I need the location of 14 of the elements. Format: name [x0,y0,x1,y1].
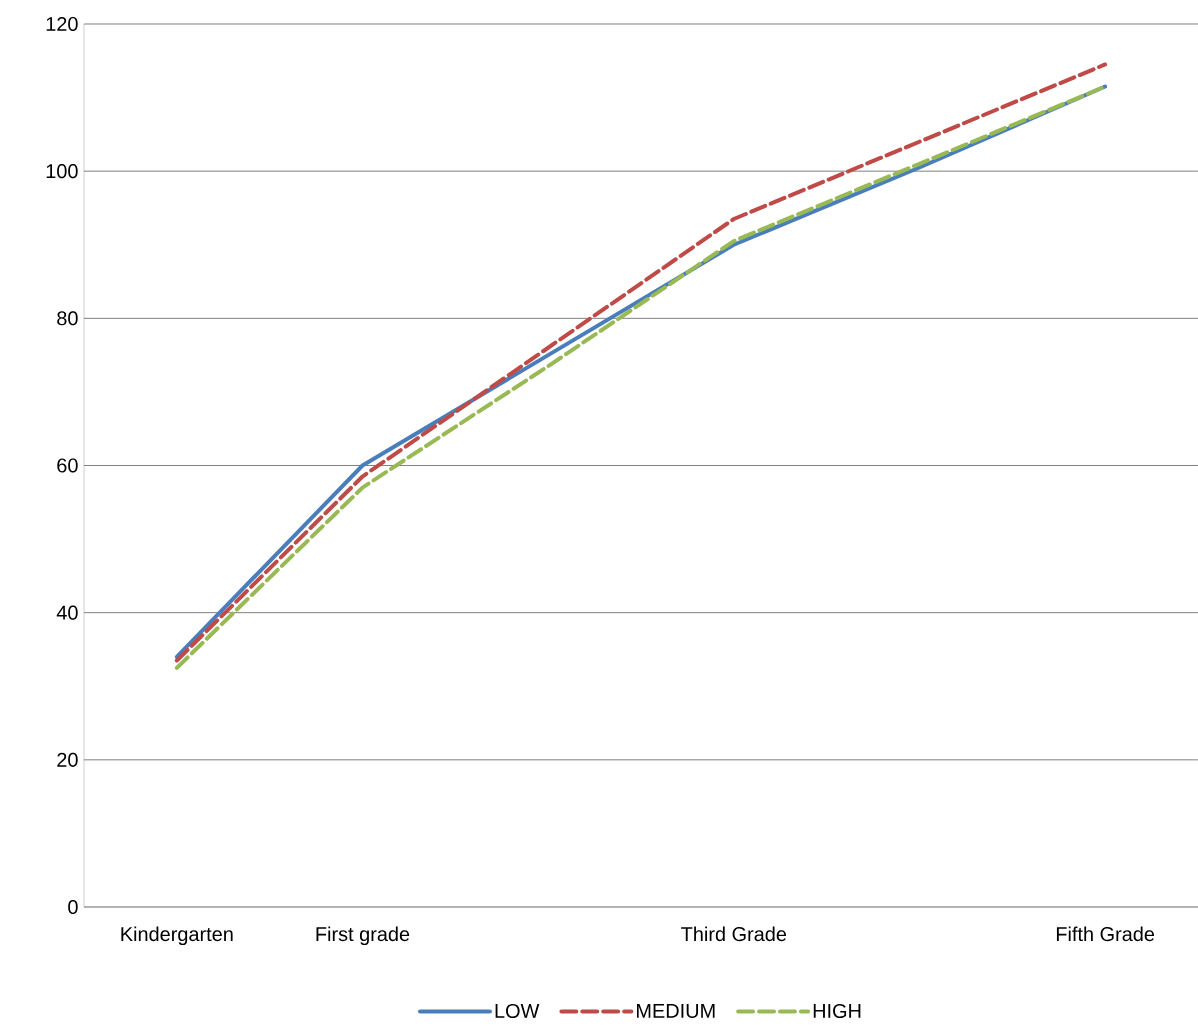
y-tick-label: 40 [56,605,78,620]
y-tick-label: 120 [46,16,78,32]
y-tick-label: 20 [57,752,78,767]
y-tick-label: 60 [57,458,78,473]
x-tick-label: Third Grade [681,926,787,942]
legend-label: MEDIUM [637,1004,715,1018]
legend-label: HIGH [813,1003,861,1018]
y-tick-label: 80 [57,311,78,326]
y-tick-label: 0 [68,899,78,915]
x-tick-label: First grade [316,926,410,946]
legend-label: LOW [495,1003,540,1018]
x-tick-label: Kindergarten [121,926,233,946]
y-tick-label: 100 [46,164,78,179]
x-tick-label: Fifth Grade [1056,926,1155,942]
